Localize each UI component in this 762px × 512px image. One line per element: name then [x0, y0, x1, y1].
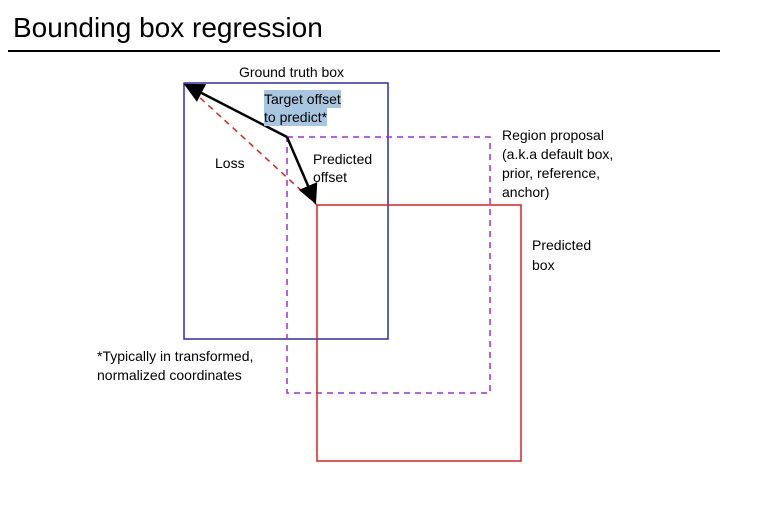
- predicted-box-label-line1: Predicted: [532, 237, 592, 253]
- region-proposal-label-line3: prior, reference,: [502, 165, 601, 181]
- target-offset-label: Target offset to predict*: [264, 90, 341, 126]
- footnote-line1: *Typically in transformed,: [97, 348, 254, 364]
- predicted-offset-label-line1: Predicted: [313, 151, 373, 167]
- region-proposal-box: [286, 136, 491, 394]
- predicted-box: [316, 204, 522, 462]
- region-proposal-label-line1: Region proposal: [502, 127, 604, 143]
- region-proposal-label-line2: (a.k.a default box,: [502, 146, 614, 162]
- loss-label: Loss: [215, 155, 245, 171]
- predicted-offset-arrow: [285, 136, 318, 205]
- target-offset-label-line1: Target offset: [264, 90, 341, 108]
- target-offset-arrow: [183, 83, 288, 139]
- ground-truth-label: Ground truth box: [239, 64, 345, 80]
- slide-title: Bounding box regression: [13, 12, 323, 43]
- predicted-box-label-line2: box: [532, 257, 555, 273]
- predicted-offset-label-line2: offset: [313, 169, 347, 185]
- title-underline: [8, 50, 720, 52]
- ground-truth-box: [183, 82, 389, 340]
- loss-line: [183, 82, 318, 206]
- target-offset-label-line2: to predict*: [264, 108, 328, 126]
- footnote-line2: normalized coordinates: [97, 367, 242, 383]
- region-proposal-label-line4: anchor): [502, 184, 550, 200]
